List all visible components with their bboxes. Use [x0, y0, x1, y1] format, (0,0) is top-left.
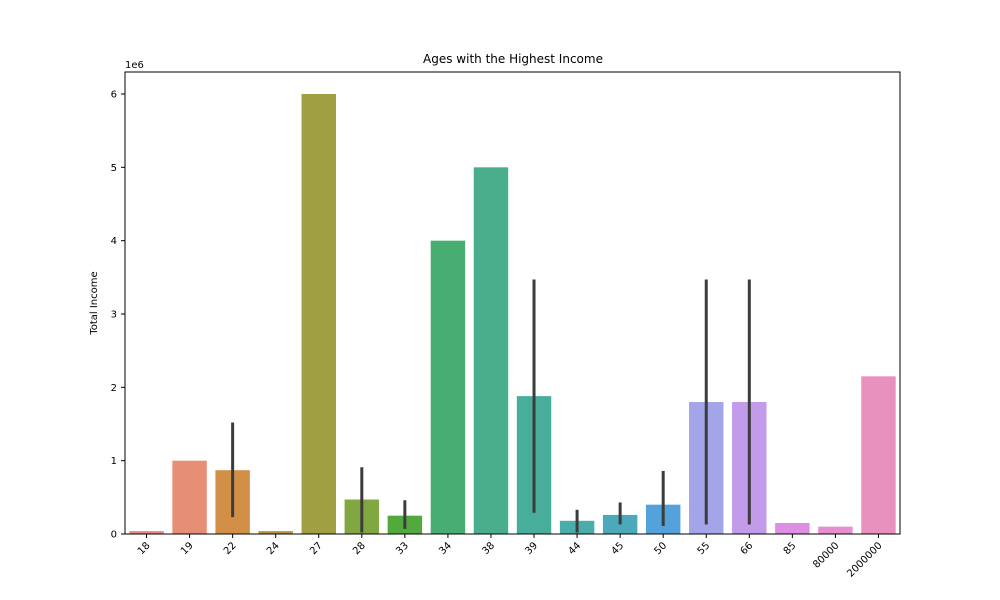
y-scale-label: 1e6 [125, 60, 144, 71]
x-tick-label-18: 18 [136, 540, 153, 557]
x-tick-label-55: 55 [696, 540, 713, 557]
y-axis: 0 1 2 3 4 5 6 [111, 90, 125, 541]
bars-group [129, 94, 896, 535]
y-tick-label-6: 6 [111, 90, 117, 101]
x-tick-label-45: 45 [609, 540, 626, 557]
bar-24 [258, 531, 293, 534]
bar-38 [473, 167, 509, 534]
y-tick-label-0: 0 [111, 530, 117, 541]
x-axis: 18 19 22 24 27 28 33 34 38 39 44 45 50 55 66 85 80000 200… [136, 534, 885, 580]
bar-34 [430, 240, 466, 535]
x-tick-label-2000000: 2000000 [845, 540, 884, 579]
chart-title: Ages with the Highest Income [423, 52, 603, 66]
y-axis-label: Total Income [89, 271, 100, 335]
x-tick-label-38: 38 [480, 540, 497, 557]
y-tick-label-3: 3 [111, 310, 117, 321]
y-tick-label-1: 1 [111, 456, 117, 467]
bar-19 [172, 460, 207, 534]
x-tick-label-34: 34 [437, 540, 454, 557]
bar-18 [129, 531, 164, 534]
bar-80000 [818, 526, 853, 534]
x-tick-label-27: 27 [308, 540, 325, 557]
x-tick-label-19: 19 [179, 540, 196, 557]
x-tick-label-50: 50 [653, 540, 670, 557]
x-tick-label-39: 39 [523, 540, 540, 557]
y-tick-label-2: 2 [111, 383, 117, 394]
bar-2000000 [861, 376, 896, 534]
error-bars-group [231, 279, 751, 533]
x-tick-label-33: 33 [394, 540, 411, 557]
y-tick-label-4: 4 [111, 236, 117, 247]
x-tick-label-85: 85 [782, 540, 799, 557]
x-tick-label-22: 22 [222, 540, 239, 557]
x-tick-label-80000: 80000 [811, 540, 841, 570]
y-tick-label-5: 5 [111, 163, 117, 174]
x-tick-label-24: 24 [265, 540, 282, 557]
bar-85 [775, 523, 810, 534]
x-tick-label-44: 44 [566, 540, 583, 557]
x-tick-label-66: 66 [739, 540, 756, 557]
x-tick-label-28: 28 [351, 540, 368, 557]
plot-frame [124, 71, 901, 535]
bar-27 [301, 94, 336, 534]
